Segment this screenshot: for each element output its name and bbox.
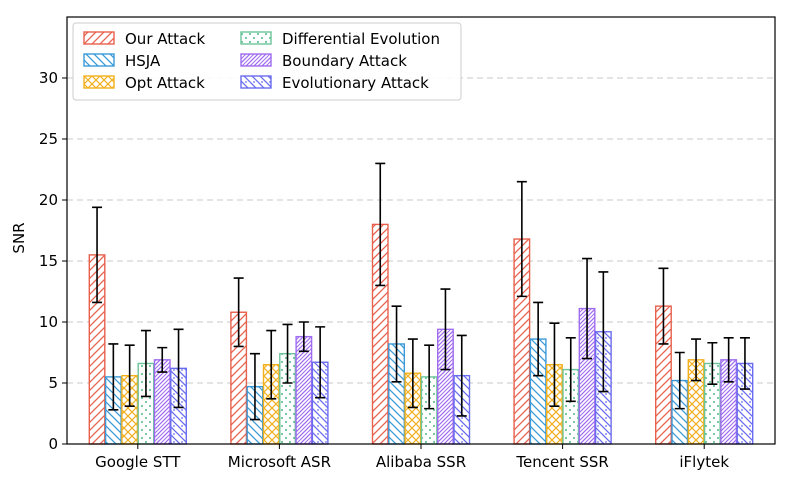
legend-swatch <box>83 53 115 67</box>
y-tick-label: 20 <box>39 191 58 209</box>
error-bar <box>282 323 293 384</box>
y-tick-label: 5 <box>48 374 58 392</box>
error-bar <box>92 206 103 304</box>
x-tick-label: Alibaba SSR <box>376 453 466 471</box>
error-bar <box>549 322 560 407</box>
legend-label: Evolutionary Attack <box>282 74 429 92</box>
error-bar <box>375 162 386 287</box>
y-axis-ticks: 0 5 10 15 20 25 30 <box>39 69 67 453</box>
error-bar <box>108 343 119 411</box>
error-bar <box>565 337 576 403</box>
legend-label: Boundary Attack <box>282 52 407 70</box>
error-bar <box>407 338 418 409</box>
error-bar <box>233 277 244 348</box>
error-bar <box>124 344 135 407</box>
error-bar <box>424 344 435 410</box>
legend: Our Attack HSJA Opt Attack Differential Evo… <box>72 22 462 101</box>
x-tick-label: iFlytek <box>679 453 729 471</box>
y-tick-label: 0 <box>48 435 58 453</box>
error-bar <box>674 351 685 410</box>
error-bar <box>391 305 402 383</box>
error-bar <box>516 180 527 298</box>
error-bar <box>140 329 151 398</box>
x-axis-ticks: Google STT Microsoft ASR Alibaba SSR Tencen… <box>95 444 729 471</box>
legend-swatch <box>240 53 272 67</box>
x-tick-label: Google STT <box>95 453 181 471</box>
legend-label: Opt Attack <box>125 74 205 92</box>
error-bars-layer <box>92 162 750 421</box>
y-axis-label: SNR <box>10 222 28 253</box>
y-tick-label: 25 <box>39 130 58 148</box>
error-bar <box>249 352 260 421</box>
x-tick-label: Tencent SSR <box>515 453 608 471</box>
error-bar <box>456 334 467 417</box>
legend-swatch <box>240 31 272 45</box>
error-bar <box>440 288 451 371</box>
legend-label: Differential Evolution <box>282 30 440 48</box>
error-bar <box>315 326 326 399</box>
error-bar <box>157 346 168 373</box>
error-bar <box>739 337 750 390</box>
bar-boundary-attack-microsoft-asr <box>295 335 313 445</box>
legend-swatch <box>240 75 272 89</box>
legend-label: Our Attack <box>125 30 205 48</box>
error-bar <box>266 329 277 400</box>
error-bar <box>582 257 593 360</box>
error-bar <box>173 328 184 409</box>
error-bar <box>723 337 734 383</box>
legend-swatch <box>83 31 115 45</box>
error-bar <box>298 321 309 353</box>
legend-label: HSJA <box>125 52 161 70</box>
error-bar <box>533 301 544 377</box>
x-tick-label: Microsoft ASR <box>228 453 331 471</box>
legend-swatch <box>83 75 115 89</box>
y-tick-label: 10 <box>39 313 58 331</box>
error-bar <box>598 271 609 393</box>
y-tick-label: 30 <box>39 69 58 87</box>
bars-layer <box>88 223 754 445</box>
error-bar <box>658 267 669 345</box>
y-tick-label: 15 <box>39 252 58 270</box>
error-bar <box>691 338 702 382</box>
error-bar <box>707 341 718 386</box>
